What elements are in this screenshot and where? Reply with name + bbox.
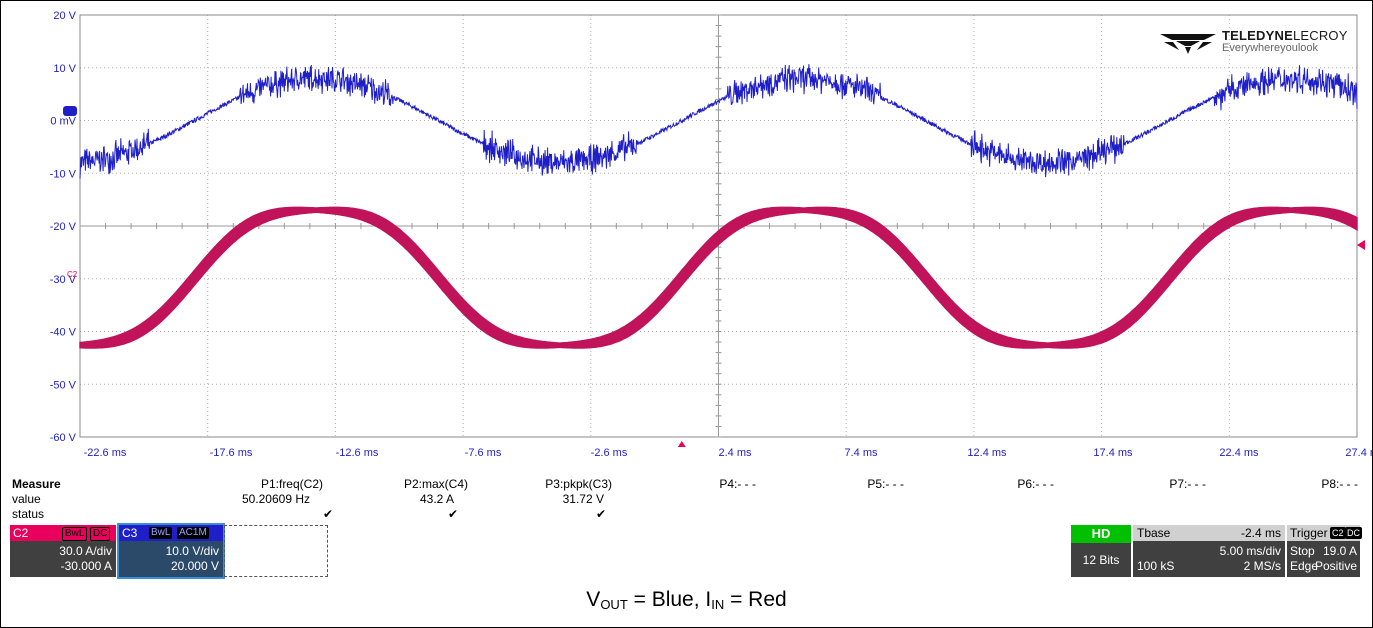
- c3-offset: 20.000 V: [170, 559, 219, 573]
- param-name[interactable]: P8:- - -: [1321, 477, 1358, 491]
- value-row-label: value: [12, 492, 41, 506]
- trigger-box[interactable]: Trigger C2 DC Stop 19.0 A Edge Positive: [1287, 525, 1362, 577]
- param-name[interactable]: P1:freq(C2): [260, 477, 323, 491]
- scope-plot: 20 V 10 V 0 mV -10 V -20 V -30 V -40 V -50 V -60…: [50, 10, 1373, 459]
- trigger-coupling-tag: DC: [1345, 527, 1362, 539]
- x-tick-label: 22.4 ms: [1219, 447, 1259, 459]
- trigger-position-marker: [677, 441, 686, 447]
- y-tick-label: 10 V: [53, 63, 76, 75]
- param-name[interactable]: P5:- - -: [867, 477, 904, 491]
- trigger-header: Trigger C2 DC: [1287, 525, 1362, 541]
- caption-v: V: [586, 588, 601, 611]
- x-tick-label: 7.4 ms: [844, 447, 878, 459]
- y-tick-label: -30 V: [50, 274, 77, 286]
- channel-c3-box[interactable]: C3 BwL AC1M 10.0 V/div 20.000 V: [117, 523, 225, 579]
- logo-brand: TELEDYNELECROY: [1222, 28, 1348, 43]
- x-tick-label: 12.4 ms: [967, 447, 1007, 459]
- teledyne-lecroy-logo: TELEDYNELECROY Everywhereyoulook: [1158, 26, 1358, 66]
- x-tick-label: -7.6 ms: [465, 447, 502, 459]
- c3-scale: 10.0 V/div: [165, 544, 219, 558]
- param-name[interactable]: P2:max(C4): [403, 477, 468, 491]
- caption-i-rest: = Red: [724, 588, 787, 611]
- logo-brand2: LECROY: [1292, 28, 1348, 43]
- timebase-scale: 5.00 ms/div: [1219, 544, 1281, 558]
- hd-bits: 12 Bits: [1071, 543, 1131, 577]
- channel-c2-name: C2: [13, 526, 29, 540]
- series-line-iin: [79, 206, 1358, 349]
- x-tick-label: -12.6 ms: [336, 447, 379, 459]
- c2-scale: 30.0 A/div: [59, 544, 112, 558]
- param-name[interactable]: P3:pkpk(C3): [545, 477, 612, 491]
- param-value: 31.72 V: [562, 492, 604, 506]
- x-tick-label: 27.4 ms: [1345, 447, 1373, 459]
- measure-status-row: status ✔ ✔ ✔: [12, 507, 1362, 521]
- timebase-delay: -2.4 ms: [1240, 526, 1281, 540]
- c3-ground-marker: [63, 106, 77, 116]
- y-tick-label: -40 V: [50, 327, 77, 339]
- x-tick-label: 2.4 ms: [718, 447, 752, 459]
- trigger-src-tag: C2: [1330, 527, 1346, 539]
- figure-caption: VOUT = Blue, IIN = Red: [0, 588, 1373, 612]
- channel-c2-header: C2 BwL DC: [10, 525, 116, 541]
- hd-label: HD: [1071, 525, 1131, 543]
- y-tick-label: -50 V: [50, 379, 77, 391]
- logo-tagline: Everywhereyoulook: [1222, 42, 1318, 54]
- y-tick-label: -10 V: [50, 168, 77, 180]
- caption-v-sub: OUT: [600, 597, 628, 612]
- timebase-rate: 2 MS/s: [1243, 559, 1281, 573]
- x-tick-label: -22.6 ms: [84, 447, 127, 459]
- y-tick-label: 0 mV: [50, 116, 76, 128]
- c2-coupling-tag: DC: [90, 527, 111, 541]
- channel-c2-body: 30.0 A/div -30.000 A: [10, 541, 116, 577]
- measure-label: Measure: [12, 477, 61, 491]
- y-tick-label: -60 V: [50, 432, 77, 444]
- c3-bwl-tag: BwL: [149, 527, 173, 539]
- param-name[interactable]: P4:- - -: [719, 477, 756, 491]
- trigger-mode: Stop: [1290, 544, 1315, 558]
- series-line-vout: [79, 64, 1358, 179]
- measure-value-row: value 50.20609 Hz 43.2 A 31.72 V: [12, 492, 1362, 506]
- measure-header-row: Measure P1:freq(C2) P2:max(C4) P3:pkpk(C…: [12, 477, 1362, 491]
- trigger-type: Edge: [1290, 559, 1319, 573]
- param-name[interactable]: P7:- - -: [1169, 477, 1206, 491]
- empty-channel-slot[interactable]: [224, 525, 328, 577]
- c2-bwl-tag: BwL: [62, 527, 88, 541]
- param-value: 50.20609 Hz: [241, 492, 310, 506]
- y-tick-label: -20 V: [50, 221, 77, 233]
- c2-offset: -30.000 A: [60, 559, 112, 573]
- timebase-box[interactable]: Tbase -2.4 ms 5.00 ms/div 100 kS 2 MS/s: [1133, 525, 1285, 577]
- timebase-header: Tbase -2.4 ms: [1133, 525, 1285, 541]
- trigger-slope: Positive: [1314, 559, 1357, 573]
- x-tick-label: -2.6 ms: [591, 447, 628, 459]
- logo-mark-icon: [1160, 34, 1216, 54]
- caption-v-rest: = Blue, I: [627, 588, 712, 611]
- status-check-icon: ✔: [322, 507, 333, 521]
- channel-c3-name: C3: [122, 526, 138, 540]
- channel-c3-body: 10.0 V/div 20.000 V: [119, 541, 223, 577]
- trigger-level: 19.0 A: [1322, 544, 1357, 558]
- param-value: 43.2 A: [419, 492, 454, 506]
- timebase-label: Tbase: [1137, 526, 1171, 540]
- y-tick-label: 20 V: [53, 10, 76, 22]
- timebase-samples: 100 kS: [1137, 559, 1175, 573]
- status-check-icon: ✔: [595, 507, 606, 521]
- caption-i-sub: IN: [711, 597, 725, 612]
- c3-coupling-tag: AC1M: [177, 527, 209, 539]
- channel-c3-header: C3 BwL AC1M: [119, 525, 223, 541]
- trigger-label: Trigger: [1290, 526, 1328, 540]
- status-check-icon: ✔: [447, 507, 458, 521]
- c2-level-marker: [1357, 239, 1365, 250]
- c2-marker-label: C2: [67, 270, 78, 279]
- x-tick-label: -17.6 ms: [210, 447, 253, 459]
- x-tick-label: 17.4 ms: [1093, 447, 1133, 459]
- channel-c2-box[interactable]: C2 BwL DC 30.0 A/div -30.000 A: [10, 525, 116, 577]
- param-name[interactable]: P6:- - -: [1017, 477, 1054, 491]
- hd-indicator[interactable]: HD 12 Bits: [1071, 525, 1131, 577]
- status-row-label: status: [12, 507, 45, 521]
